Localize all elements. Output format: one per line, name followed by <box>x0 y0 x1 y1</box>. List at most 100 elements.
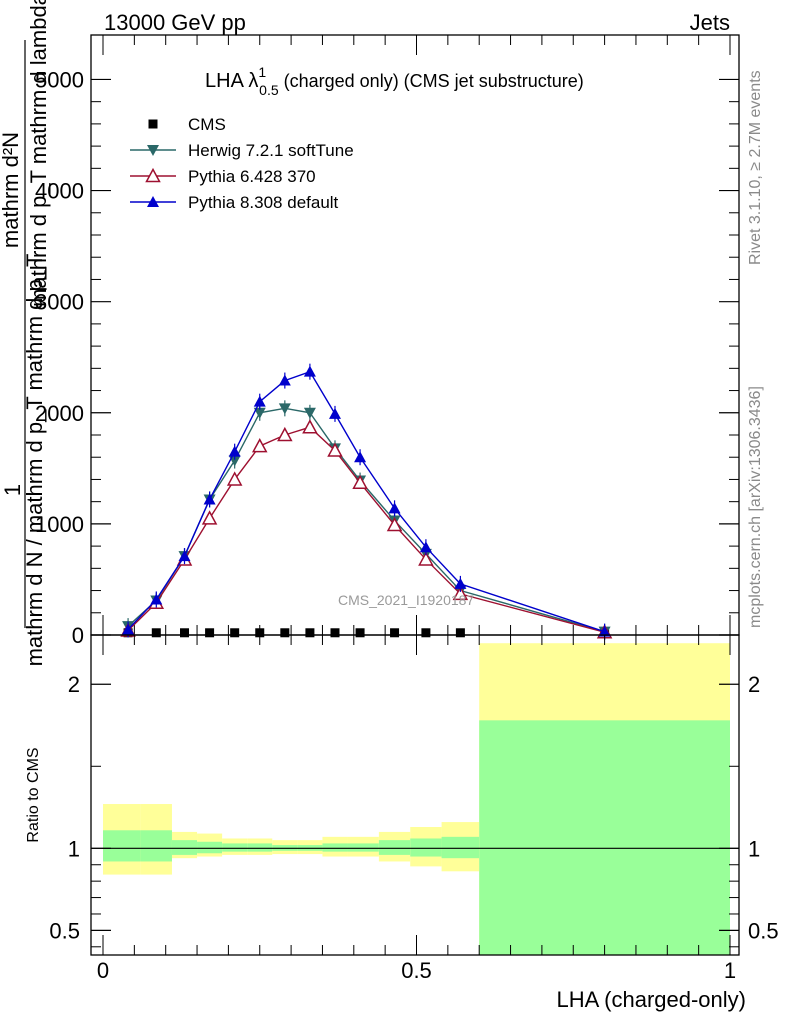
data-point <box>328 407 341 419</box>
data-point <box>278 403 291 415</box>
data-point <box>355 628 365 638</box>
rivet-version-label: Rivet 3.1.10, ≥ 2.7M events <box>747 70 764 265</box>
data-point <box>280 628 290 638</box>
data-point <box>303 365 316 377</box>
data-point <box>418 551 434 566</box>
ratio-band-inner <box>479 720 730 955</box>
main-ytick-label: 2000 <box>35 401 84 426</box>
data-point <box>150 593 163 605</box>
legend-marker <box>148 119 158 129</box>
legend-marker <box>145 167 161 183</box>
ratio-band-inner <box>322 843 348 852</box>
legend-label: Pythia 8.308 default <box>188 193 339 212</box>
data-point <box>277 426 293 442</box>
mcplots-label: mcplots.cern.ch [arXiv:1306.3436] <box>747 386 764 628</box>
main-title-sup: 1 <box>258 64 266 80</box>
ratio-ytick-label-right: 0.5 <box>748 918 779 943</box>
data-point <box>278 374 291 386</box>
legend-entry: CMS <box>148 115 226 134</box>
data-point <box>253 407 266 419</box>
ylabel-denominator: mathrm d N / mathrm d p_T mathrm d p_T <box>22 254 47 667</box>
data-point <box>303 407 316 419</box>
ratio-bands <box>103 643 730 955</box>
data-point <box>151 628 161 638</box>
ratio-plot-frame <box>90 634 740 956</box>
legend: CMS Herwig 7.2.1 softTune Pythia 6.428 370… <box>130 115 354 212</box>
ratio-ytick-label-left: 2 <box>68 672 80 697</box>
legend-label: Pythia 6.428 370 <box>188 167 316 186</box>
series-line <box>127 426 605 633</box>
main-title: LHA λ1 0.5 (charged only) (CMS jet substr… <box>205 64 584 98</box>
xaxis-label: LHA (charged-only) <box>556 987 746 1012</box>
data-point <box>205 628 215 638</box>
data-point <box>598 625 611 637</box>
data-point <box>386 516 403 532</box>
data-point <box>454 577 467 589</box>
data-point <box>201 510 218 525</box>
data-point <box>203 493 216 505</box>
data-point <box>253 395 266 407</box>
legend-marker <box>147 196 159 207</box>
header-energy-label: 13000 GeV pp <box>104 10 246 35</box>
watermark-label: CMS_2021_I1920187 <box>338 592 474 608</box>
legend-entry: Pythia 8.308 default <box>130 193 339 212</box>
data-point <box>455 628 465 638</box>
main-title-main: LHA λ <box>205 70 258 92</box>
data-point <box>180 628 190 638</box>
ratio-ytick-label-right: 2 <box>748 672 760 697</box>
legend-label: CMS <box>188 115 226 134</box>
ratio-band-inner <box>378 840 411 855</box>
data-point <box>305 628 315 638</box>
ratio-band-inner <box>410 838 442 857</box>
ratio-ylabel: Ratio to CMS <box>25 747 42 842</box>
main-ytick-label: 5000 <box>35 67 84 92</box>
data-point <box>122 623 135 635</box>
legend-label: Herwig 7.2.1 softTune <box>188 141 354 160</box>
xtick-label: 1 <box>724 958 736 983</box>
ratio-band-inner <box>197 841 223 854</box>
data-point <box>230 628 240 638</box>
data-point <box>388 502 401 514</box>
ratio-band-inner <box>103 830 141 862</box>
ratio-ytick-label-right: 1 <box>748 836 760 861</box>
data-point <box>255 628 265 638</box>
data-point <box>419 541 432 553</box>
data-point <box>228 445 241 457</box>
data-point <box>421 628 431 638</box>
data-point <box>390 628 400 638</box>
ratio-band-inner <box>347 843 379 852</box>
ratio-band-inner <box>171 840 198 855</box>
ratio-band-inner <box>441 836 480 859</box>
legend-marker <box>147 145 159 156</box>
main-ylabel: 1 mathrm d²N mathrm d p_T mathrm d lambd… <box>0 0 51 666</box>
ylabel-numerator-inner: mathrm d p_T mathrm d lambda <box>26 0 51 307</box>
main-title-rest: (charged only) (CMS jet substructure) <box>279 71 584 91</box>
main-ytick-label: 3000 <box>35 290 84 315</box>
ylabel-numerator: mathrm d²N <box>0 132 23 248</box>
ratio-band-inner <box>140 830 172 862</box>
data-point <box>251 438 268 453</box>
data-point <box>302 419 318 434</box>
data-point <box>226 471 243 486</box>
ratio-axis-ticks: 0.5 0.5 1 1 2 2 0 0.5 1 <box>49 635 779 983</box>
ratio-panel: 0.5 0.5 1 1 2 2 0 0.5 1 Ratio to CMS LHA (charge… <box>25 634 779 1012</box>
main-ytick-label: 1000 <box>35 512 84 537</box>
data-point <box>330 628 340 638</box>
data-point <box>327 442 343 457</box>
main-title-sub: 0.5 <box>259 82 279 98</box>
xtick-label: 0.5 <box>401 958 432 983</box>
series-line <box>127 370 605 633</box>
ratio-band-inner <box>247 843 273 852</box>
main-axis-ticks: 0 1000 2000 3000 4000 5000 <box>35 35 739 648</box>
main-ytick-label: 0 <box>72 623 84 648</box>
series-cms <box>123 628 610 638</box>
data-point <box>352 474 368 490</box>
data-point <box>178 550 191 562</box>
ratio-ytick-label-left: 0.5 <box>49 918 80 943</box>
header-jets-label: Jets <box>690 10 730 35</box>
series-pythia-8-308-default <box>122 363 611 640</box>
legend-entry: Herwig 7.2.1 softTune <box>130 141 354 160</box>
main-ytick-label: 4000 <box>35 179 84 204</box>
ratio-band-inner <box>222 843 248 852</box>
